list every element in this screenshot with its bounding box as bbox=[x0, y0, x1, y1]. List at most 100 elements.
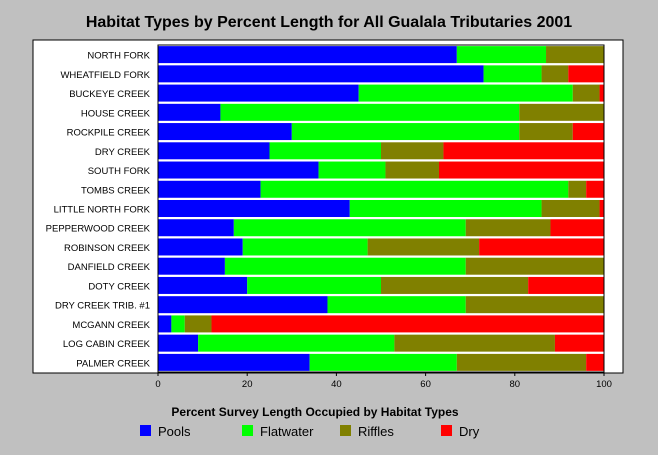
category-label: BUCKEYE CREEK bbox=[69, 89, 150, 100]
x-tick-label: 0 bbox=[155, 379, 160, 390]
bar-segment-riffles bbox=[367, 238, 480, 256]
x-axis: 0 20 40 60 80 100 bbox=[155, 372, 612, 390]
bar-segment-dry bbox=[443, 142, 604, 160]
bars-group bbox=[158, 46, 604, 371]
bar-segment-flatwater bbox=[309, 353, 457, 371]
bar-segment-pools bbox=[158, 65, 484, 83]
bar-segment-dry bbox=[438, 161, 604, 179]
bar-segment-flatwater bbox=[198, 334, 395, 352]
category-label: LOG CABIN CREEK bbox=[63, 339, 151, 350]
bar-segment-riffles bbox=[519, 123, 573, 141]
bar-segment-riffles bbox=[572, 84, 600, 102]
legend: Pools Flatwater Riffles Dry bbox=[140, 424, 480, 439]
bar-segment-flatwater bbox=[269, 142, 381, 160]
bar-segment-riffles bbox=[381, 142, 444, 160]
bar-segment-dry bbox=[572, 123, 604, 141]
category-label: TOMBS CREEK bbox=[81, 185, 151, 196]
bar-segment-riffles bbox=[568, 180, 587, 198]
legend-swatch-pools bbox=[140, 425, 151, 436]
bar-segment-riffles bbox=[541, 200, 600, 217]
bar-segment-flatwater bbox=[327, 296, 466, 314]
bar-segment-dry bbox=[586, 180, 604, 198]
category-label: ROBINSON CREEK bbox=[64, 243, 151, 254]
x-axis-label: Percent Survey Length Occupied by Habita… bbox=[171, 405, 459, 419]
bar-segment-dry bbox=[586, 353, 604, 371]
category-label: MCGANN CREEK bbox=[72, 320, 150, 331]
bar-segment-flatwater bbox=[291, 123, 520, 141]
x-tick-label: 80 bbox=[510, 379, 521, 390]
bar-segment-riffles bbox=[465, 296, 604, 314]
category-label: PALMER CREEK bbox=[76, 358, 150, 369]
bar-segment-flatwater bbox=[318, 161, 386, 179]
bar-segment-riffles bbox=[381, 276, 529, 294]
bar-segment-pools bbox=[158, 315, 172, 333]
category-label: DOTY CREEK bbox=[88, 281, 150, 292]
category-label: DANFIELD CREEK bbox=[68, 262, 151, 273]
category-label: PEPPERWOOD CREEK bbox=[46, 224, 151, 235]
legend-label-flatwater: Flatwater bbox=[260, 424, 314, 439]
bar-segment-pools bbox=[158, 200, 350, 217]
legend-swatch-riffles bbox=[340, 425, 351, 436]
bar-segment-flatwater bbox=[260, 180, 569, 198]
bar-segment-flatwater bbox=[358, 84, 573, 102]
bar-segment-dry bbox=[211, 315, 604, 333]
bar-segment-riffles bbox=[385, 161, 439, 179]
x-tick-label: 60 bbox=[420, 379, 431, 390]
bar-segment-dry bbox=[528, 276, 604, 294]
legend-label-pools: Pools bbox=[158, 424, 191, 439]
bar-segment-dry bbox=[599, 200, 604, 217]
x-tick-label: 40 bbox=[331, 379, 342, 390]
bar-segment-flatwater bbox=[171, 315, 185, 333]
bar-segment-dry bbox=[599, 84, 604, 102]
bar-segment-pools bbox=[158, 219, 234, 237]
bar-segment-riffles bbox=[456, 353, 587, 371]
bar-segment-riffles bbox=[394, 334, 555, 352]
bar-segment-pools bbox=[158, 142, 270, 160]
bar-segment-dry bbox=[479, 238, 604, 256]
plot-area-frame bbox=[157, 44, 605, 373]
bar-segment-pools bbox=[158, 238, 243, 256]
chart-title: Habitat Types by Percent Length for All … bbox=[86, 14, 572, 31]
bar-segment-flatwater bbox=[247, 276, 381, 294]
bar-segment-riffles bbox=[465, 257, 604, 275]
bar-segment-flatwater bbox=[224, 257, 466, 275]
bar-segment-pools bbox=[158, 334, 199, 352]
legend-swatch-dry bbox=[441, 425, 452, 436]
category-label: SOUTH FORK bbox=[88, 166, 151, 177]
legend-label-dry: Dry bbox=[459, 424, 480, 439]
legend-label-riffles: Riffles bbox=[358, 424, 394, 439]
bar-segment-pools bbox=[158, 84, 359, 102]
bar-segment-riffles bbox=[184, 315, 212, 333]
bar-segment-flatwater bbox=[456, 46, 547, 64]
bar-segment-flatwater bbox=[349, 200, 542, 217]
bar-segment-riffles bbox=[465, 219, 551, 237]
bar-segment-flatwater bbox=[220, 103, 520, 121]
x-tick-label: 20 bbox=[242, 379, 253, 390]
category-label: DRY CREEK bbox=[95, 147, 151, 158]
category-label: LITTLE NORTH FORK bbox=[54, 205, 151, 216]
bar-segment-riffles bbox=[546, 46, 604, 64]
bar-segment-flatwater bbox=[483, 65, 542, 83]
x-tick-label: 100 bbox=[596, 379, 612, 390]
bar-segment-riffles bbox=[519, 103, 604, 121]
bar-segment-pools bbox=[158, 257, 225, 275]
category-label: WHEATFIELD FORK bbox=[60, 70, 150, 81]
bar-segment-pools bbox=[158, 103, 221, 121]
bar-segment-pools bbox=[158, 161, 319, 179]
bar-segment-pools bbox=[158, 123, 292, 141]
bar-segment-dry bbox=[554, 334, 604, 352]
bar-segment-flatwater bbox=[233, 219, 466, 237]
bar-segment-pools bbox=[158, 353, 310, 371]
bar-segment-pools bbox=[158, 276, 248, 294]
bar-segment-pools bbox=[158, 296, 328, 314]
bar-segment-dry bbox=[550, 219, 604, 237]
category-label: DRY CREEK TRIB. #1 bbox=[55, 301, 150, 312]
category-label: HOUSE CREEK bbox=[81, 108, 151, 119]
bar-segment-riffles bbox=[541, 65, 569, 83]
bar-segment-dry bbox=[568, 65, 604, 83]
bar-segment-pools bbox=[158, 180, 261, 198]
category-labels: NORTH FORK WHEATFIELD FORK BUCKEYE CREEK HO… bbox=[46, 51, 151, 370]
bar-segment-pools bbox=[158, 46, 457, 64]
bar-segment-flatwater bbox=[242, 238, 368, 256]
